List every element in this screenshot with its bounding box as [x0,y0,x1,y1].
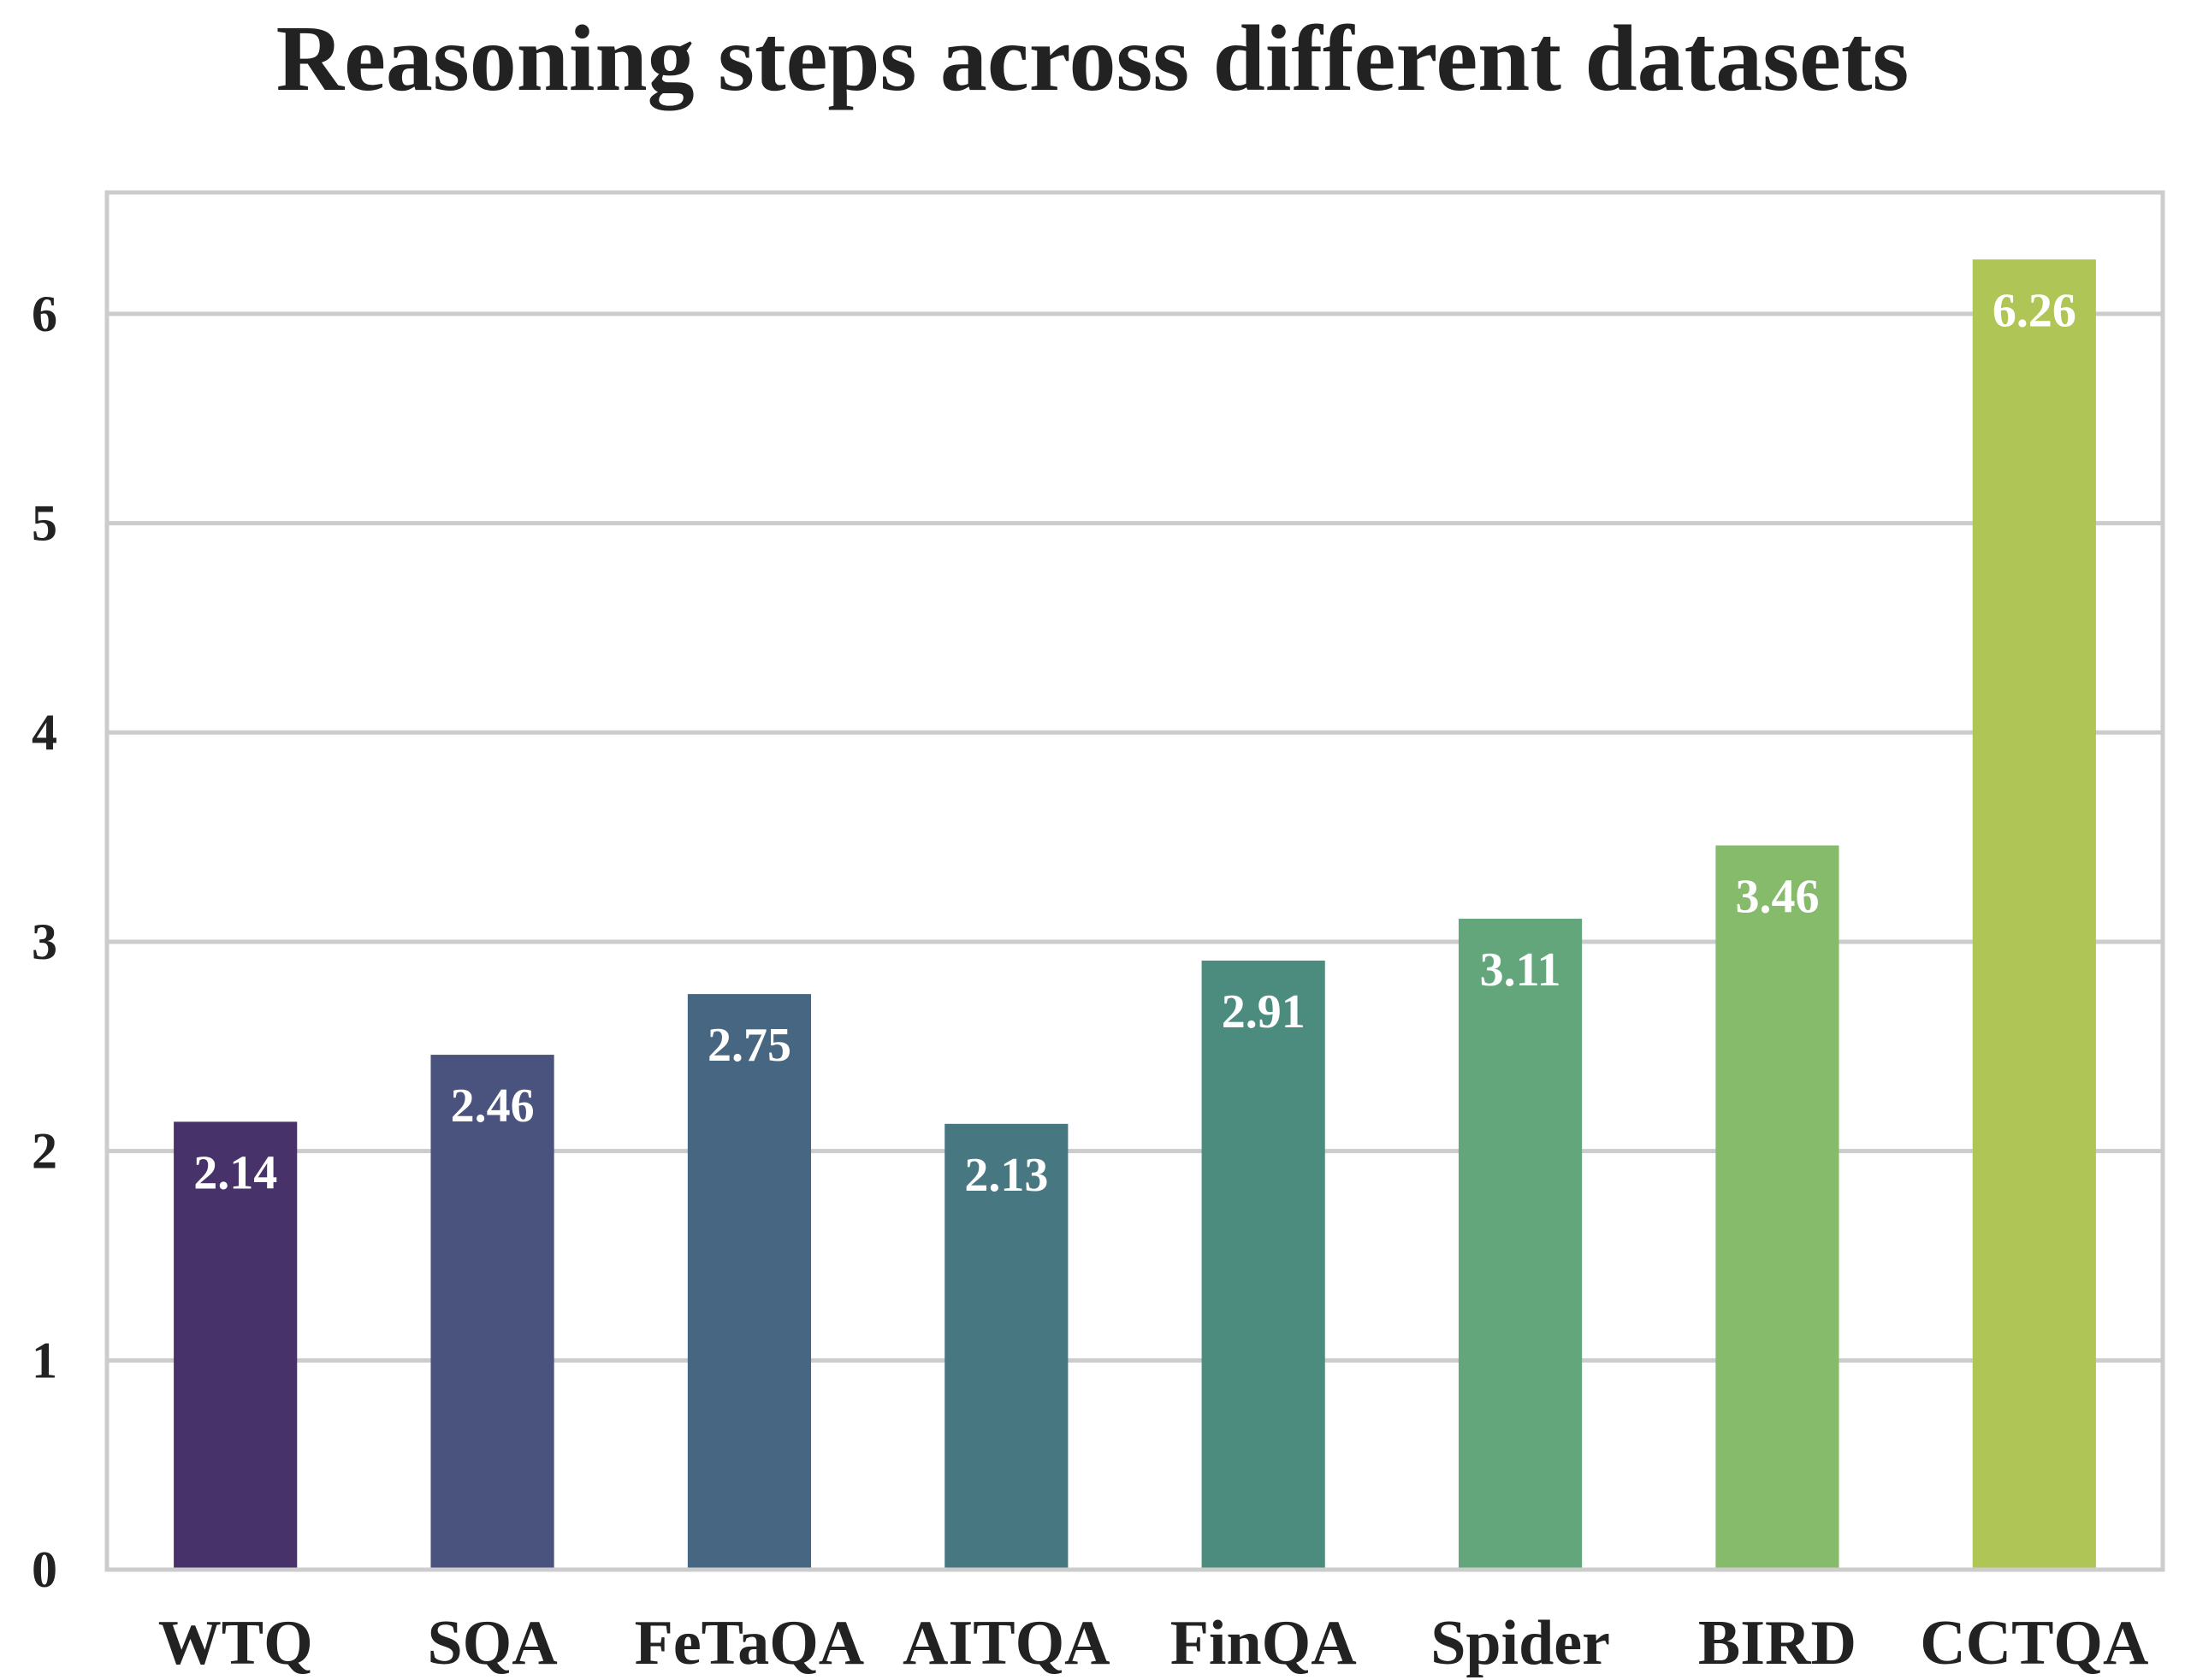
x-tick-label: Spider [1430,1608,1610,1678]
bar-value-label: 2.91 [1222,985,1306,1038]
bar-wtq [174,1121,298,1570]
x-tick-label: WTQ [158,1608,313,1678]
x-tick-label: CCTQA [1920,1608,2148,1678]
bar-value-label: 2.46 [451,1080,535,1133]
x-tick-label: BIRD [1698,1608,1856,1678]
bar-value-label: 3.11 [1480,944,1561,997]
y-tick-label: 1 [32,1332,57,1388]
y-tick-label: 5 [32,495,57,552]
y-tick-label: 4 [32,704,57,760]
bar-fetaqa [687,994,812,1570]
bar-aitqa [944,1123,1069,1570]
y-axis-tick-labels: 0 1 2 3 4 5 6 [32,286,57,1598]
bar-value-label: 6.26 [1993,284,2076,337]
bars: 2.14 2.46 2.75 2.13 2.91 3.11 3.46 6.26 [174,259,2096,1571]
bar-value-label: 2.13 [964,1149,1048,1202]
y-tick-label: 2 [32,1123,57,1180]
bar-value-label: 2.75 [708,1019,791,1072]
x-axis-tick-labels: WTQ SQA FeTaQA AITQA FinQA Spider BIRD CCTQA [158,1608,2149,1678]
x-tick-label: AITQA [903,1608,1110,1678]
x-tick-label: SQA [427,1608,557,1678]
bar-cctqa [1972,259,2096,1571]
bar-spider [1458,919,1583,1570]
bar-bird [1715,845,1839,1570]
y-tick-label: 0 [32,1541,57,1598]
gridlines [107,311,2163,1363]
bar-value-label: 2.14 [193,1146,277,1199]
y-tick-label: 6 [32,286,57,342]
plot-frame [104,190,2165,1572]
x-tick-label: FeTaQA [635,1608,865,1678]
chart-title: Reasoning steps across different dataset… [275,6,1910,110]
bar-sqa [430,1055,554,1570]
x-tick-label: FinQA [1170,1608,1357,1678]
bar-value-label: 3.46 [1735,870,1819,923]
y-tick-label: 3 [32,914,57,970]
bar-finqa [1201,960,1325,1570]
